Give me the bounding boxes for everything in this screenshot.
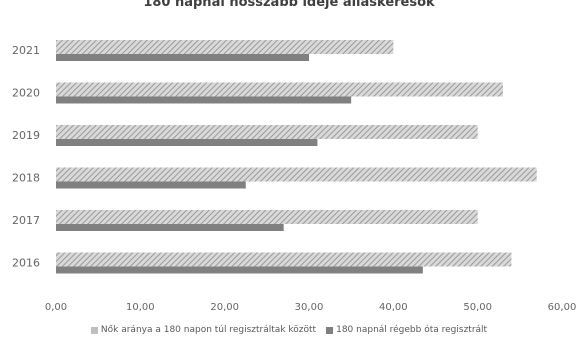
y-tick-label-2018: 2018 [12,172,40,185]
x-tick-label: 20,00 [210,302,239,313]
y-tick-label-2016: 2016 [12,257,40,270]
x-tick-label: 10,00 [126,302,155,313]
bar-long-term-2018 [56,181,246,189]
legend-label-women-share: Nők aránya a 180 napon túl regisztráltak… [100,325,317,335]
x-tick-label: 40,00 [379,302,408,313]
legend-item-women-share: Nők aránya a 180 napon túl regisztráltak… [90,325,317,335]
x-tick-label: 50,00 [463,302,492,313]
y-tick-label-2021: 2021 [12,44,40,57]
y-tick-label-2019: 2019 [12,129,40,142]
y-axis-labels: 2021 2020 2019 2018 2017 2016 [12,44,40,270]
bar-women-share-2019 [56,125,478,139]
x-tick-label: 60,00 [548,302,577,313]
legend: Nők aránya a 180 napon túl regisztráltak… [0,325,578,335]
bar-long-term-2017 [56,224,284,231]
bar-women-share-2020 [56,82,503,97]
legend-swatch-women-share [90,326,98,334]
bar-long-term-2020 [56,96,352,104]
x-tick-label: 0,00 [45,302,67,313]
bar-women-share-2017 [56,210,478,224]
chart-title: 180 napnál hosszabb ideje álláskeresők [143,0,435,10]
bars-group [56,40,537,274]
x-axis-labels: 0,00 10,00 20,00 30,00 40,00 50,00 60,00 [45,302,576,313]
bar-long-term-2021 [56,54,309,61]
legend-label-long-term: 180 napnál régebb óta regisztrált [336,325,488,335]
bar-women-share-2016 [56,252,512,267]
bar-long-term-2016 [56,266,423,274]
bar-women-share-2021 [56,40,394,54]
legend-item-long-term: 180 napnál régebb óta regisztrált [326,325,487,335]
y-tick-label-2020: 2020 [12,87,40,100]
y-tick-label-2017: 2017 [12,214,40,227]
bar-women-share-2018 [56,167,537,182]
bar-long-term-2019 [56,139,318,146]
x-tick-label: 30,00 [295,302,324,313]
legend-swatch-long-term [326,326,334,334]
